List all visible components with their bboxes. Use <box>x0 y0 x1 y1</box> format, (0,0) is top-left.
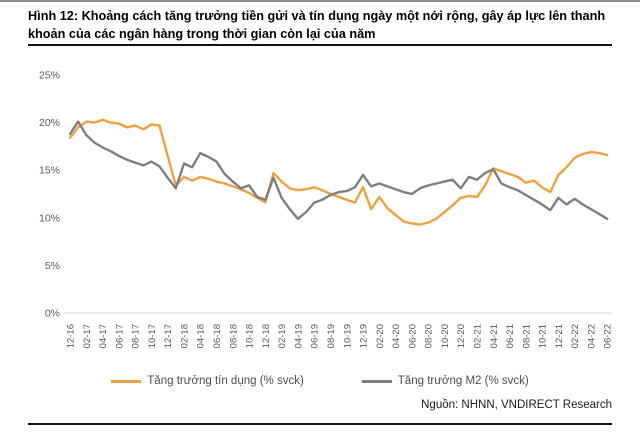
y-tick-label: 15% <box>39 165 60 177</box>
x-tick-label: 10-19 <box>342 324 353 348</box>
x-tick-label: 10-18 <box>245 324 256 348</box>
y-tick-label: 20% <box>39 117 60 129</box>
figure-title: Hình 12: Khoảng cách tăng trưởng tiền gử… <box>28 9 606 42</box>
x-tick-label: 06-19 <box>310 324 321 348</box>
source-note: Nguồn: NHNN, VNDIRECT Research <box>421 399 612 411</box>
legend-item-credit: Tăng trưởng tín dụng (% svck) <box>111 375 304 387</box>
y-tick-label: 25% <box>39 70 60 82</box>
x-tick-label: 02-21 <box>473 324 484 348</box>
x-tick-label: 06-22 <box>603 324 614 348</box>
x-tick-label: 04-22 <box>587 324 598 348</box>
y-tick-label: 0% <box>45 308 60 320</box>
title-divider <box>28 44 612 46</box>
credit-line-swatch <box>111 379 142 383</box>
x-tick-label: 08-21 <box>521 324 532 348</box>
x-tick-label: 12-16 <box>66 324 77 348</box>
x-tick-label: 10-20 <box>440 324 451 348</box>
x-tick-label: 08-17 <box>131 324 142 348</box>
m2-line-swatch <box>361 379 392 383</box>
x-tick-label: 02-18 <box>180 324 191 348</box>
x-tick-label: 08-19 <box>326 324 337 348</box>
y-tick-label: 10% <box>39 212 60 224</box>
legend-item-m2: Tăng trưởng M2 (% svck) <box>361 375 529 387</box>
x-tick-label: 02-20 <box>375 324 386 348</box>
credit-growth-line <box>68 118 609 226</box>
x-tick-label: 12-21 <box>554 324 565 348</box>
x-tick-label: 04-21 <box>489 324 500 348</box>
x-tick-label: 06-21 <box>505 324 516 348</box>
x-tick-label: 04-17 <box>98 324 109 348</box>
legend-label-m2: Tăng trưởng M2 (% svck) <box>397 375 529 387</box>
x-tick-label: 08-20 <box>424 324 435 348</box>
x-tick-label: 12-18 <box>261 324 272 348</box>
m2-growth-line <box>68 120 609 221</box>
x-tick-label: 12-17 <box>163 324 174 348</box>
chart-legend: Tăng trưởng tín dụng (% svck) Tăng trưởn… <box>0 375 640 387</box>
x-tick-label: 04-18 <box>196 324 207 348</box>
x-tick-label: 10-21 <box>538 324 549 348</box>
x-tick-label: 04-20 <box>391 324 402 348</box>
x-tick-label: 06-20 <box>407 324 418 348</box>
x-tick-label: 06-18 <box>212 324 223 348</box>
x-tick-label: 02-17 <box>82 324 93 348</box>
x-tick-label: 04-19 <box>293 324 304 348</box>
legend-label-credit: Tăng trưởng tín dụng (% svck) <box>147 375 304 387</box>
bottom-divider <box>28 423 612 425</box>
x-tick-label: 06-17 <box>114 324 125 348</box>
x-tick-label: 12-20 <box>456 324 467 348</box>
x-tick-label: 10-17 <box>147 324 158 348</box>
y-tick-label: 5% <box>45 260 60 272</box>
x-tick-label: 12-19 <box>359 324 370 348</box>
x-tick-label: 02-19 <box>277 324 288 348</box>
x-tick-label: 02-22 <box>570 324 581 348</box>
x-tick-label: 08-18 <box>228 324 239 348</box>
top-divider <box>0 0 640 2</box>
